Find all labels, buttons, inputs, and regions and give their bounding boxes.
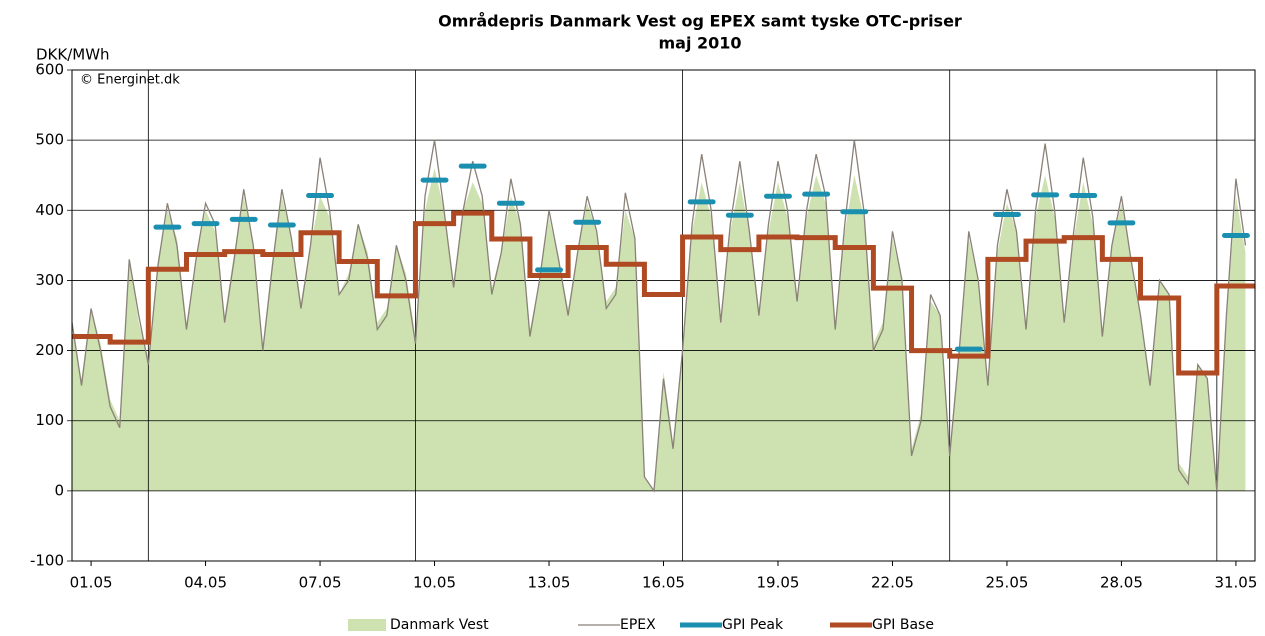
legend-label: EPEX [620,617,656,633]
y-tick-label: -100 [30,552,64,570]
legend-label: GPI Base [872,617,934,633]
y-tick-label: 300 [35,271,64,289]
x-tick-label: 16.05 [642,574,685,592]
y-axis-label: DKK/MWh [36,46,110,64]
y-tick-label: 200 [35,341,64,359]
y-tick-label: 400 [35,201,64,219]
line [71,140,1247,493]
step-line [72,210,1255,376]
x-tick-label: 01.05 [70,574,113,592]
x-tick-label: 28.05 [1100,574,1143,592]
x-tick-label: 25.05 [985,574,1028,592]
y-tick-label: 600 [35,61,64,79]
legend-label: GPI Peak [722,617,784,633]
legend-swatch [348,619,386,631]
annotation: © Energinet.dk [80,73,180,88]
y-tick-label: 100 [35,411,64,429]
chart-subtitle: maj 2010 [658,34,741,53]
x-tick-label: 07.05 [299,574,342,592]
x-tick-label: 22.05 [871,574,914,592]
plot-border [71,69,1256,562]
x-tick-label: 19.05 [757,574,800,592]
y-tick-label: 500 [35,131,64,149]
legend-label: Danmark Vest [390,617,489,633]
chart-title: Områdepris Danmark Vest og EPEX samt tys… [438,12,962,31]
y-tick-label: 0 [54,481,64,499]
x-tick-label: 10.05 [413,574,456,592]
x-tick-label: 31.05 [1214,574,1257,592]
x-tick-label: 13.05 [528,574,571,592]
x-tick-label: 04.05 [184,574,227,592]
